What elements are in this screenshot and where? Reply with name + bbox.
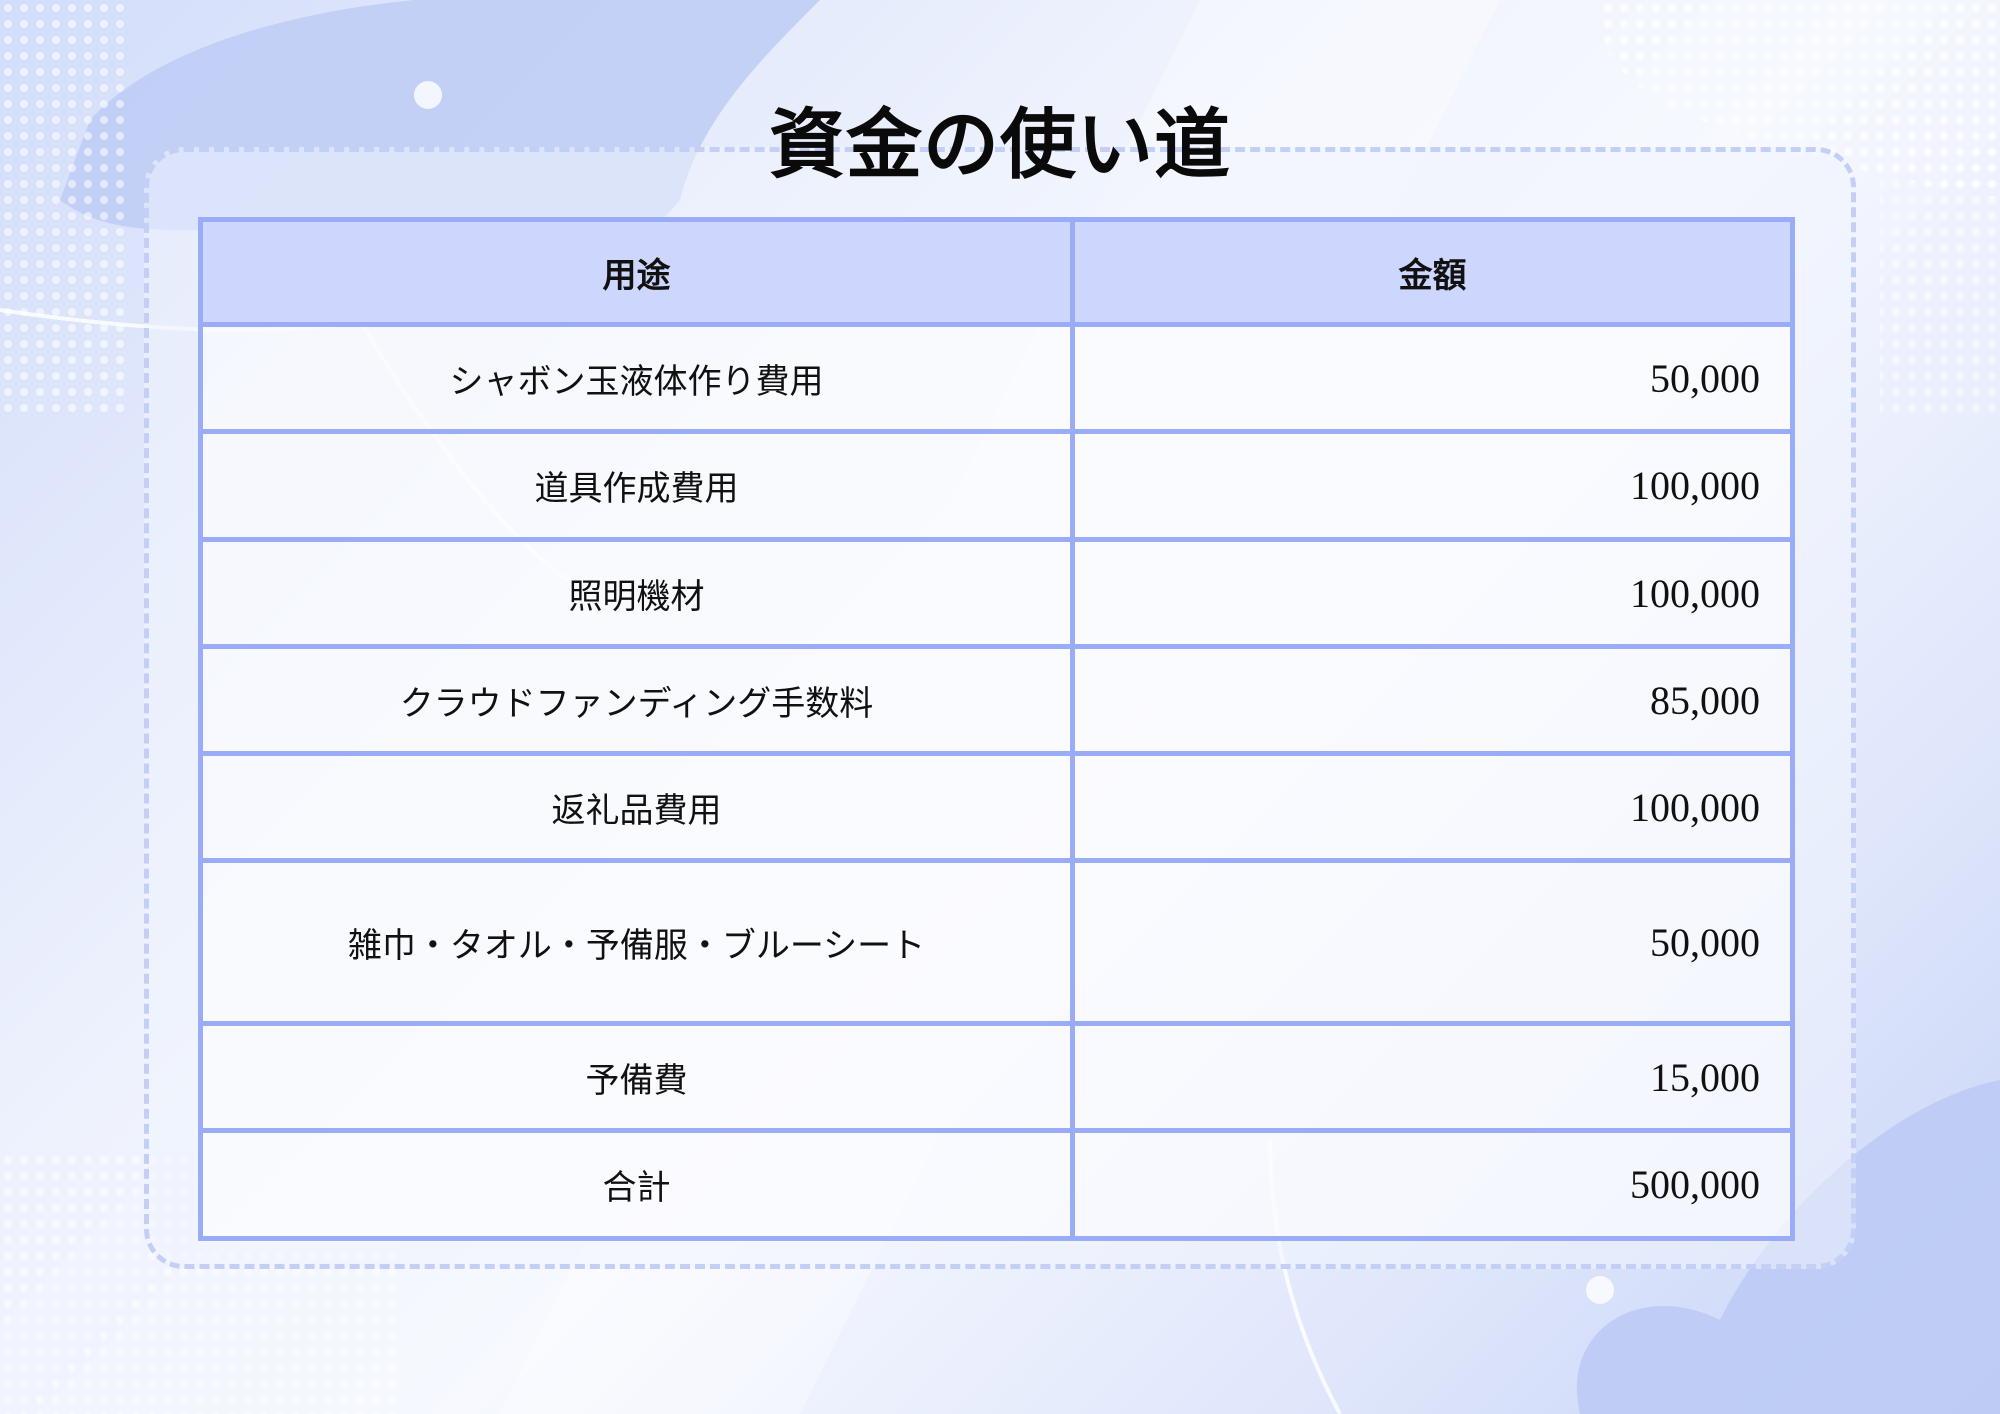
dots-right bbox=[1880, 120, 2000, 420]
bubble bbox=[414, 81, 442, 109]
total-label-cell: 合計 bbox=[198, 1128, 1075, 1241]
purpose-cell: 雑巾・タオル・予備服・ブルーシート bbox=[198, 858, 1075, 1026]
table-row: 照明機材 100,000 bbox=[198, 537, 1795, 649]
amount-cell: 100,000 bbox=[1070, 537, 1795, 649]
purpose-cell: シャボン玉液体作り費用 bbox=[198, 322, 1075, 434]
header-amount: 金額 bbox=[1070, 217, 1795, 327]
amount-cell: 50,000 bbox=[1070, 858, 1795, 1026]
purpose-cell: 道具作成費用 bbox=[198, 429, 1075, 542]
amount-cell: 100,000 bbox=[1070, 751, 1795, 863]
header-purpose: 用途 bbox=[198, 217, 1075, 327]
budget-table: 用途 金額 シャボン玉液体作り費用 50,000 道具作成費用 100,000 … bbox=[198, 217, 1795, 1241]
table-row: シャボン玉液体作り費用 50,000 bbox=[198, 322, 1795, 434]
purpose-cell: 返礼品費用 bbox=[198, 751, 1075, 863]
table-row-total: 合計 500,000 bbox=[198, 1128, 1795, 1241]
amount-cell: 50,000 bbox=[1070, 322, 1795, 434]
amount-cell: 100,000 bbox=[1070, 429, 1795, 542]
page-title: 資金の使い道 bbox=[769, 100, 1231, 189]
table-row: 返礼品費用 100,000 bbox=[198, 751, 1795, 863]
table-row: クラウドファンディング手数料 85,000 bbox=[198, 644, 1795, 756]
table-row: 道具作成費用 100,000 bbox=[198, 429, 1795, 542]
table-header-row: 用途 金額 bbox=[198, 217, 1795, 327]
amount-cell: 15,000 bbox=[1070, 1021, 1795, 1133]
amount-cell: 85,000 bbox=[1070, 644, 1795, 756]
table-row: 予備費 15,000 bbox=[198, 1021, 1795, 1133]
purpose-cell: 予備費 bbox=[198, 1021, 1075, 1133]
table-row: 雑巾・タオル・予備服・ブルーシート 50,000 bbox=[198, 858, 1795, 1026]
dots-left bbox=[0, 0, 130, 420]
purpose-cell: 照明機材 bbox=[198, 537, 1075, 649]
purpose-cell: クラウドファンディング手数料 bbox=[198, 644, 1075, 756]
total-amount-cell: 500,000 bbox=[1070, 1128, 1795, 1241]
bubble bbox=[1586, 1276, 1614, 1304]
